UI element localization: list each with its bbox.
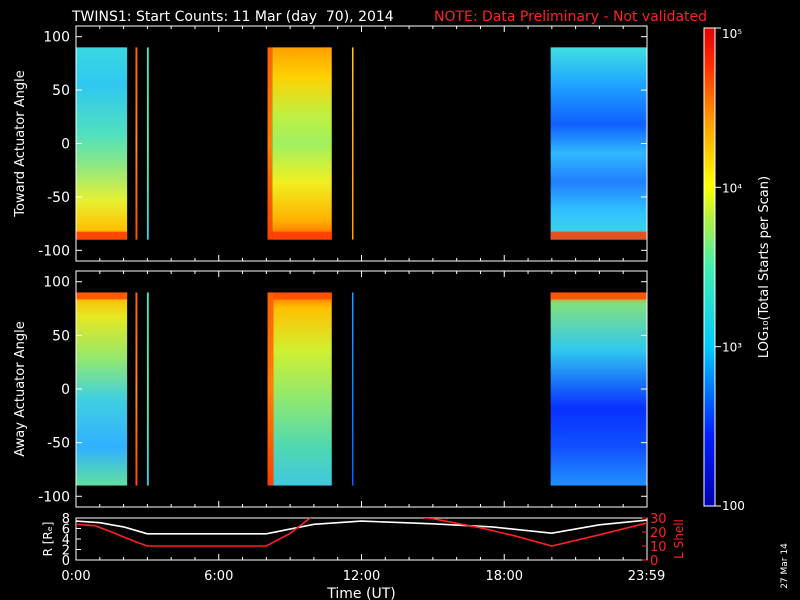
away-segment-6: [351, 292, 354, 486]
toward-ytick-label: 0: [61, 137, 70, 153]
r-distance-line: [76, 519, 647, 535]
toward-segment-1: [76, 47, 128, 240]
r-ytick-label: 2: [62, 544, 70, 559]
lshell-axis-label: L Shell: [672, 519, 686, 559]
toward-segment-4: [267, 47, 273, 240]
toward-segment-2: [135, 47, 138, 240]
toward-ytick-label: 100: [43, 30, 70, 46]
away-segment-1: [76, 292, 128, 486]
time-tick-label: 6:00: [204, 569, 233, 584]
preliminary-note: NOTE: Data Preliminary - Not validated: [434, 9, 707, 25]
lshell-ytick-label: 0: [650, 554, 658, 569]
time-tick-label: 0:00: [61, 569, 90, 584]
away-ytick-label: 100: [43, 275, 70, 291]
colorbar-label: LOG₁₀(Total Starts per Scan): [757, 176, 772, 358]
away-angle-panel: 100 50 0 -50 -100 Away Actuator Angle: [13, 270, 648, 508]
toward-ytick-label: -50: [47, 190, 70, 206]
chart-title: TWINS1: Start Counts: 11 Mar (day 70), 2…: [71, 9, 394, 25]
toward-segment-5: [272, 47, 332, 240]
time-axis-label: Time (UT): [326, 586, 395, 600]
away-ytick-label: 50: [52, 328, 70, 344]
colorbar-scale: [703, 27, 716, 507]
away-segment-7-edge: [550, 292, 647, 300]
away-segment-7: [550, 292, 647, 486]
r-ytick-label: 4: [62, 533, 70, 548]
toward-segment-3: [146, 47, 149, 240]
r-axis-label: R [Rₑ]: [41, 522, 55, 557]
away-ylabel: Away Actuator Angle: [13, 321, 28, 456]
date-stamp: 27 Mar 14: [780, 543, 790, 589]
away-segment-2: [135, 292, 138, 486]
colorbar-tick-label: 10⁴: [722, 181, 742, 195]
away-segment-3: [146, 292, 149, 486]
toward-segment-5-edge: [272, 231, 332, 240]
toward-ytick-label: -100: [38, 243, 70, 259]
away-ytick-label: -50: [47, 436, 70, 452]
away-segment-5: [273, 292, 332, 486]
ephemeris-frame: [75, 517, 648, 561]
r-ytick-label: 0: [62, 554, 70, 569]
away-segment-4: [267, 292, 274, 486]
away-segment-1-edge: [76, 292, 128, 300]
toward-ytick-label: 50: [52, 83, 70, 99]
time-tick-label: 18:00: [486, 569, 523, 584]
time-tick-label: 23:59: [628, 569, 665, 584]
l-shell-line: [76, 518, 647, 547]
toward-segment-1-edge: [76, 231, 128, 240]
colorbar-tick-label: 10⁵: [722, 27, 742, 41]
toward-segment-7-edge: [550, 231, 647, 240]
away-ytick-label: 0: [61, 382, 70, 398]
r-ytick-label: 6: [62, 523, 70, 538]
lshell-ytick-label: 20: [650, 526, 667, 541]
r-ytick-label: 8: [62, 512, 70, 527]
colorbar-tick-label: 10³: [722, 341, 742, 355]
toward-segment-7: [550, 47, 647, 240]
toward-ylabel: Toward Actuator Angle: [13, 70, 28, 217]
time-tick-label: 12:00: [343, 569, 380, 584]
colorbar: 10⁵ 10⁴ 10³ 100: [703, 27, 745, 513]
toward-angle-panel: 100 50 0 -50 -100 Toward Actuator Angle: [13, 25, 648, 262]
toward-segment-6: [351, 47, 354, 240]
away-segment-5-edge: [273, 292, 332, 300]
colorbar-tick-label: 100: [722, 499, 745, 513]
lshell-ytick-label: 10: [650, 540, 667, 555]
away-ytick-label: -100: [38, 489, 70, 505]
lshell-ytick-label: 30: [650, 512, 667, 527]
